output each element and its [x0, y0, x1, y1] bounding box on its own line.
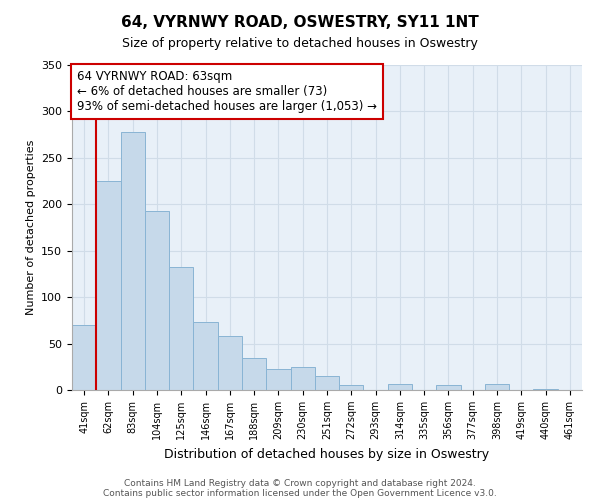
Text: Size of property relative to detached houses in Oswestry: Size of property relative to detached ho…	[122, 38, 478, 51]
Bar	[485, 384, 509, 390]
X-axis label: Distribution of detached houses by size in Oswestry: Distribution of detached houses by size …	[164, 448, 490, 460]
Bar	[315, 376, 339, 390]
Bar	[121, 132, 145, 390]
Bar	[193, 322, 218, 390]
Bar	[169, 266, 193, 390]
Bar	[436, 386, 461, 390]
Text: Contains HM Land Registry data © Crown copyright and database right 2024.: Contains HM Land Registry data © Crown c…	[124, 478, 476, 488]
Bar	[96, 181, 121, 390]
Bar	[242, 358, 266, 390]
Y-axis label: Number of detached properties: Number of detached properties	[26, 140, 35, 315]
Text: 64 VYRNWY ROAD: 63sqm
← 6% of detached houses are smaller (73)
93% of semi-detac: 64 VYRNWY ROAD: 63sqm ← 6% of detached h…	[77, 70, 377, 113]
Bar	[290, 367, 315, 390]
Bar	[145, 211, 169, 390]
Bar	[266, 368, 290, 390]
Text: Contains public sector information licensed under the Open Government Licence v3: Contains public sector information licen…	[103, 488, 497, 498]
Bar	[339, 386, 364, 390]
Bar	[388, 384, 412, 390]
Bar	[533, 389, 558, 390]
Bar	[72, 325, 96, 390]
Text: 64, VYRNWY ROAD, OSWESTRY, SY11 1NT: 64, VYRNWY ROAD, OSWESTRY, SY11 1NT	[121, 15, 479, 30]
Bar	[218, 336, 242, 390]
